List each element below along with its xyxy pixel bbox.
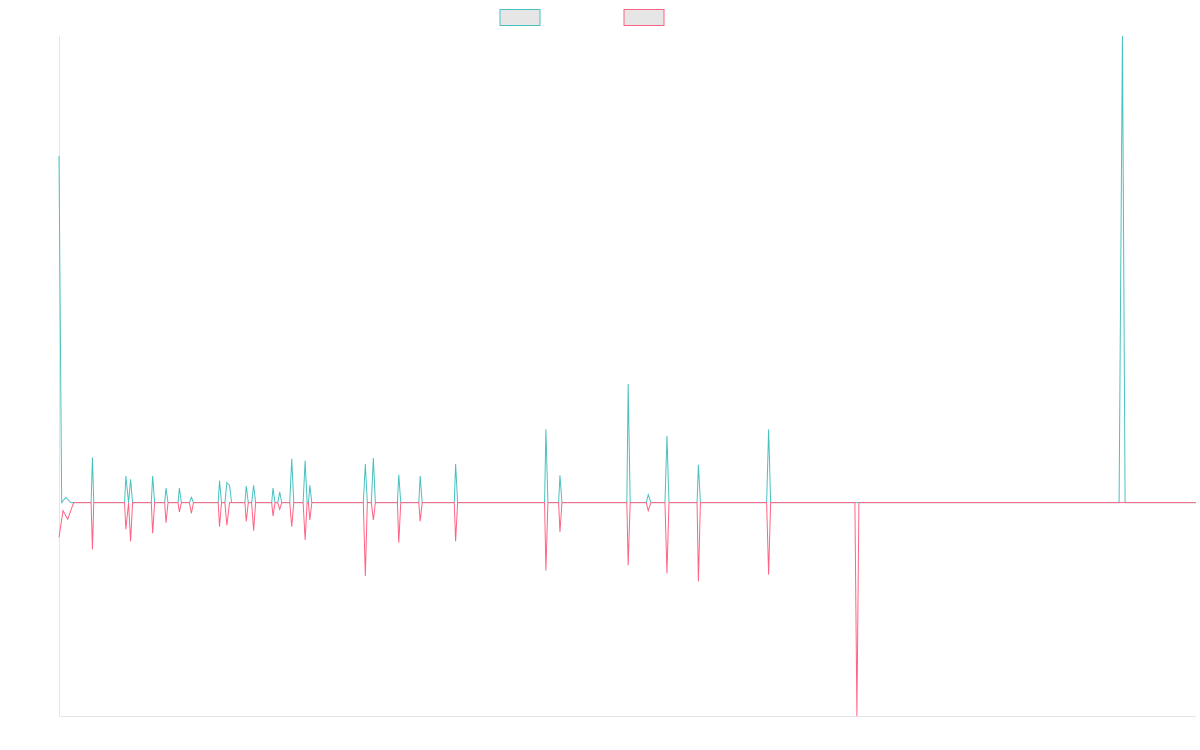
legend <box>499 9 665 26</box>
axes <box>59 36 1196 717</box>
series-line-2 <box>58 502 1196 717</box>
legend-swatch-2[interactable] <box>623 9 665 26</box>
series-layer <box>58 35 1196 717</box>
series-line-1 <box>58 35 1196 505</box>
legend-swatch-1[interactable] <box>499 9 541 26</box>
